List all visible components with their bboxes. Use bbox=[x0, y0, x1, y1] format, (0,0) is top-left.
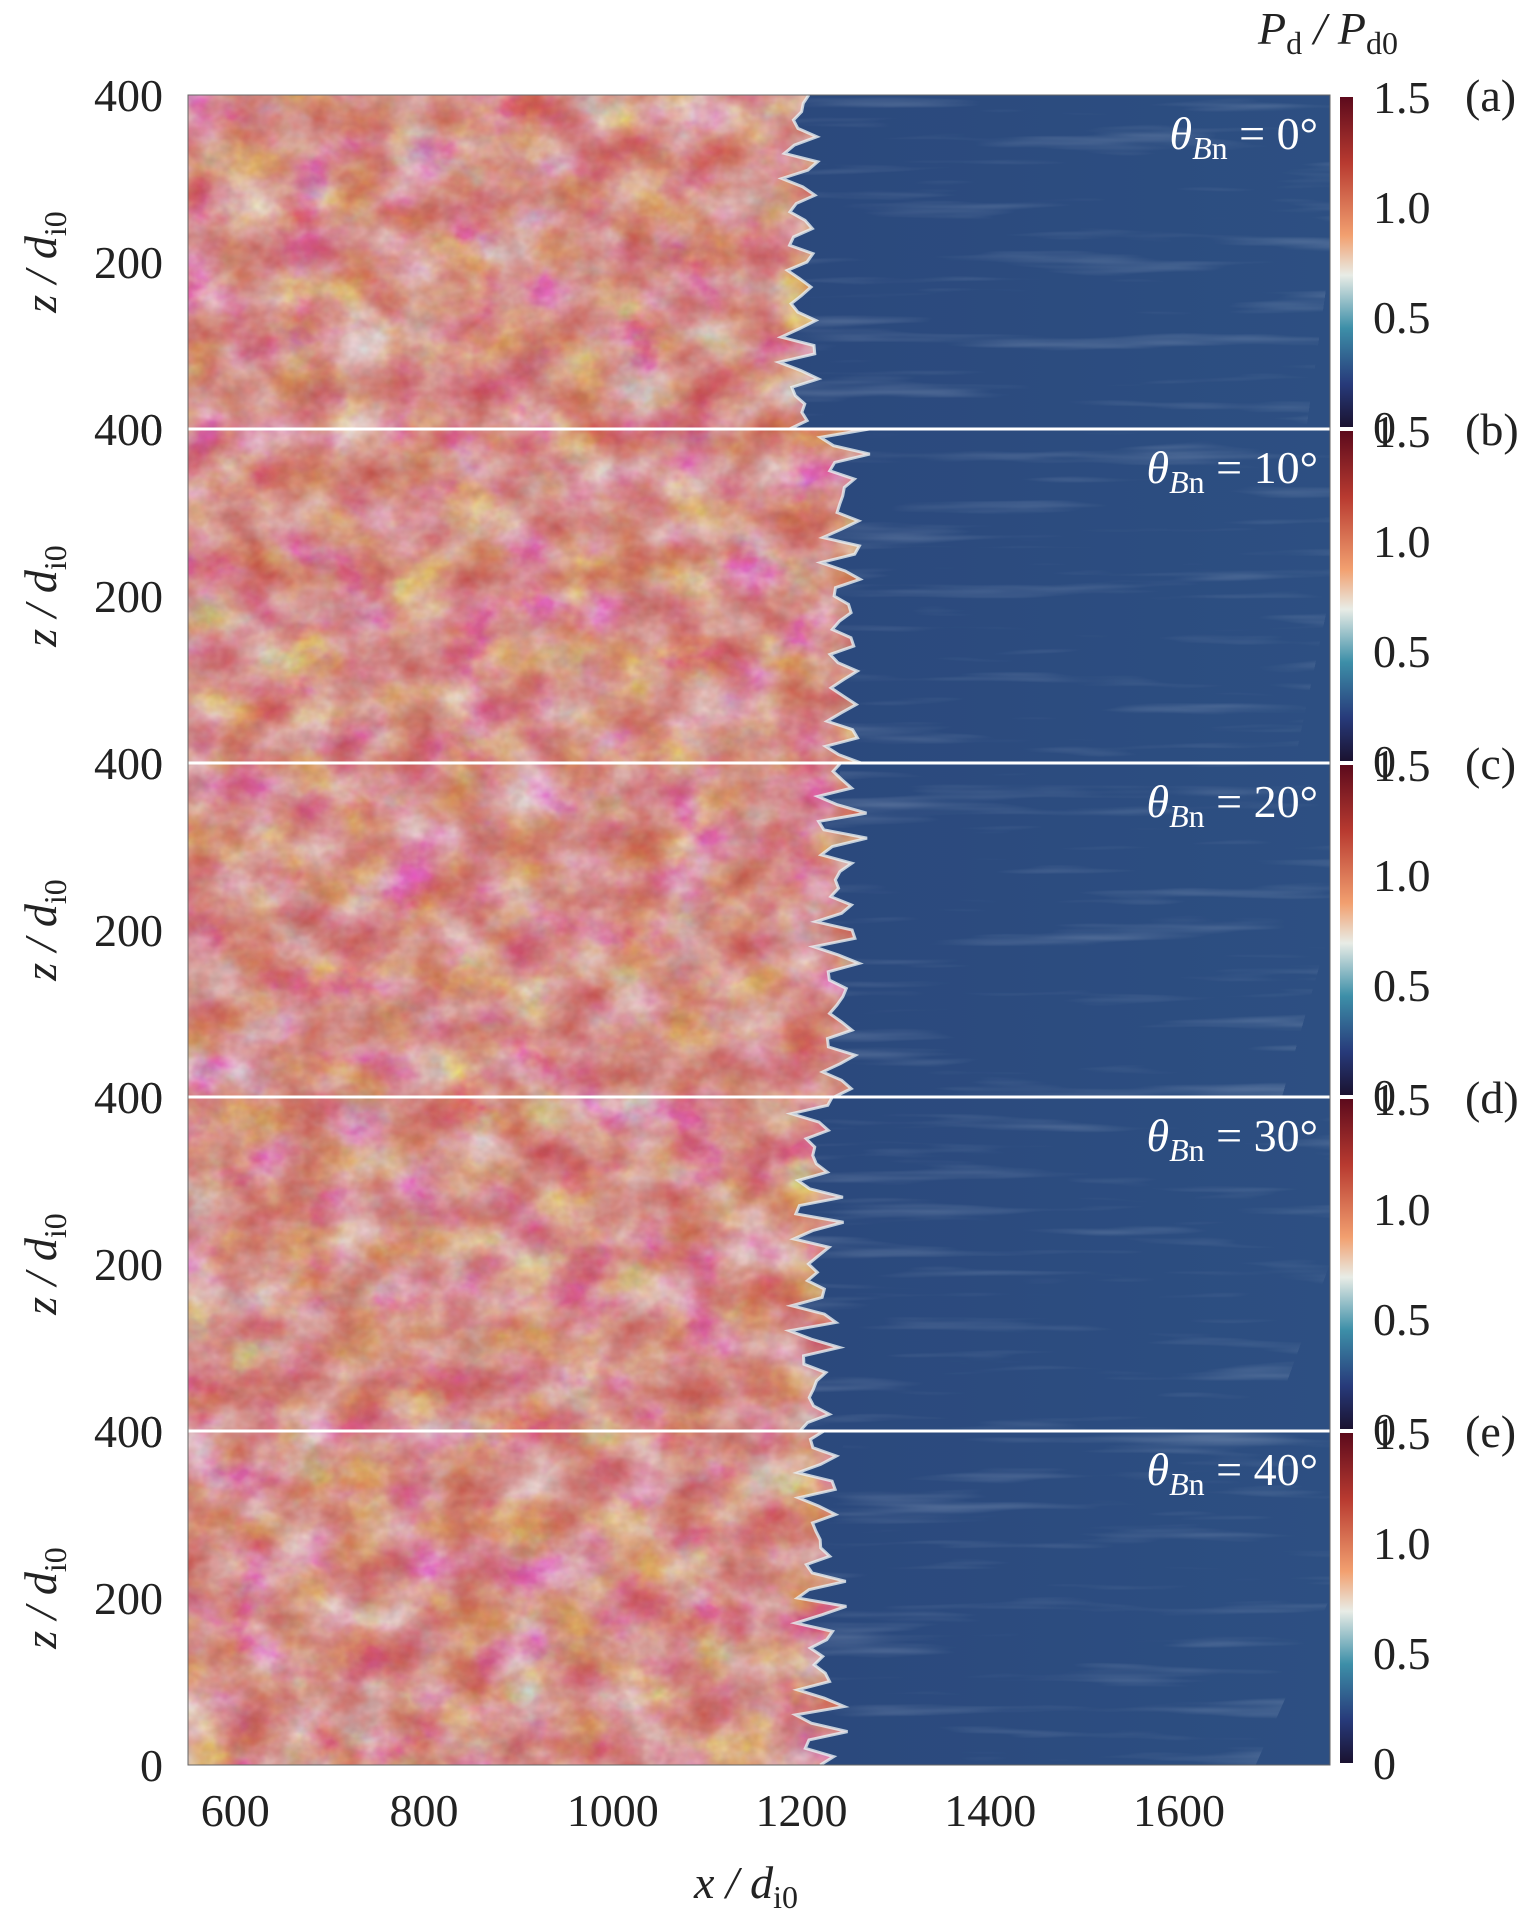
panel-5: θBn = 40° bbox=[188, 1429, 1330, 1765]
plot-frame bbox=[187, 94, 1331, 1766]
panel-1: θBn = 0° bbox=[188, 95, 1330, 431]
colorbar-tick-label: 1.5 bbox=[1373, 740, 1431, 791]
upstream-streaks bbox=[701, 1431, 1330, 1765]
colorbar bbox=[1340, 1433, 1353, 1763]
panel-2: θBn = 10° bbox=[188, 427, 1330, 765]
colorbar bbox=[1340, 765, 1353, 1095]
y-tick-label: 200 bbox=[94, 571, 163, 622]
shock-front bbox=[815, 427, 871, 765]
panel-4: θBn = 30° bbox=[188, 1096, 1330, 1433]
panel-label: (b) bbox=[1465, 404, 1519, 455]
shock-front bbox=[789, 1429, 850, 1765]
theta-annotation: θBn = 40° bbox=[1147, 1444, 1319, 1502]
colorbar-tick-label: 1.0 bbox=[1373, 182, 1431, 233]
x-tick-label: 600 bbox=[201, 1785, 270, 1836]
upstream-streaks bbox=[763, 429, 1330, 763]
colorbar-tick-label: 1.5 bbox=[1373, 1408, 1431, 1459]
y-tick-label: 200 bbox=[94, 1573, 163, 1624]
y-axis-label: z / di0 bbox=[15, 211, 73, 314]
y-tick-label: 0 bbox=[140, 738, 163, 789]
upstream-streaks bbox=[746, 763, 1330, 1097]
x-tick-label: 800 bbox=[389, 1785, 458, 1836]
colorbar-tick-label: 1.0 bbox=[1373, 516, 1431, 567]
colorbar-tick-label: 0 bbox=[1373, 1738, 1396, 1789]
colorbar-tick-label: 1.0 bbox=[1373, 850, 1431, 901]
panel-separators bbox=[188, 427, 1330, 1433]
x-axis-label: x / di0 bbox=[693, 1857, 798, 1915]
x-tick-label: 1400 bbox=[944, 1785, 1036, 1836]
colorbar-tick-label: 0 bbox=[1373, 402, 1396, 453]
colorbar-tick-label: 0.5 bbox=[1373, 1628, 1431, 1679]
colorbar-tick-label: 0.5 bbox=[1373, 1294, 1431, 1345]
y-axis-label: z / di0 bbox=[15, 879, 73, 982]
colorbar-tick-label: 0 bbox=[1373, 736, 1396, 787]
colorbar-tick-label: 1.5 bbox=[1373, 406, 1431, 457]
panel-3: θBn = 20° bbox=[188, 761, 1330, 1099]
y-tick-label: 400 bbox=[94, 1072, 163, 1123]
y-tick-label: 200 bbox=[94, 1239, 163, 1290]
downstream-region bbox=[188, 1431, 848, 1765]
shock-front bbox=[773, 95, 823, 431]
colorbar-tick-label: 0 bbox=[1373, 1070, 1396, 1121]
x-tick-labels: 600 800 1000 1200 1400 1600 bbox=[201, 1785, 1225, 1836]
panels: θBn = 0° θBn = 10° θBn = 20° θBn = 30° θBn =… bbox=[188, 95, 1330, 1765]
y-tick-label: 0 bbox=[140, 1740, 163, 1791]
panel-label: (a) bbox=[1465, 70, 1516, 121]
colorbar-tick-label: 0.5 bbox=[1373, 626, 1431, 677]
theta-annotation: θBn = 20° bbox=[1147, 776, 1319, 834]
colorbar-tick-label: 1.0 bbox=[1373, 1518, 1431, 1569]
upstream-streaks bbox=[710, 1097, 1330, 1431]
colorbar-title: Pd / Pd0 bbox=[1257, 3, 1398, 61]
colorbar-tick-label: 0 bbox=[1373, 1404, 1396, 1455]
y-axis-label: z / di0 bbox=[15, 545, 73, 648]
y-tick-label: 400 bbox=[94, 1406, 163, 1457]
theta-annotation: θBn = 30° bbox=[1147, 1110, 1319, 1168]
y-tick-label: 0 bbox=[140, 1406, 163, 1457]
y-tick-label: 400 bbox=[94, 70, 163, 121]
shock-front bbox=[783, 1096, 846, 1433]
y-tick-label: 400 bbox=[94, 738, 163, 789]
y-tick-label: 200 bbox=[94, 237, 163, 288]
panel-label: (e) bbox=[1465, 1406, 1516, 1457]
colorbar-tick-label: 0.5 bbox=[1373, 292, 1431, 343]
colorbar-tick-label: 1.0 bbox=[1373, 1184, 1431, 1235]
y-tick-label: 0 bbox=[140, 404, 163, 455]
x-tick-label: 1600 bbox=[1133, 1785, 1225, 1836]
colorbar bbox=[1340, 1099, 1353, 1429]
x-tick-label: 1200 bbox=[755, 1785, 847, 1836]
theta-annotation: θBn = 0° bbox=[1170, 108, 1319, 166]
downstream-region bbox=[188, 95, 819, 429]
y-axis-label: z / di0 bbox=[15, 1213, 73, 1316]
theta-annotation: θBn = 10° bbox=[1147, 442, 1319, 500]
upstream-streaks bbox=[733, 95, 1330, 429]
downstream-region bbox=[188, 1097, 844, 1431]
downstream-region bbox=[188, 429, 870, 763]
y-tick-label: 400 bbox=[94, 404, 163, 455]
colorbar bbox=[1340, 431, 1353, 761]
y-axis-labels: z / di0 z / di0 z / di0 z / di0 z / di0 bbox=[15, 211, 73, 1650]
colorbar-tick-label: 0.5 bbox=[1373, 960, 1431, 1011]
panel-label: (d) bbox=[1465, 1072, 1519, 1123]
y-axis-label: z / di0 bbox=[15, 1547, 73, 1650]
y-tick-label: 200 bbox=[94, 905, 163, 956]
colorbars: 1.5 1.0 0.5 0 (a) 1.5 1.0 0.5 0 (b) 1.5 1.0 0.5 0 (c) 1… bbox=[1340, 70, 1519, 1789]
colorbar bbox=[1340, 97, 1353, 427]
colorbar-tick-label: 1.5 bbox=[1373, 1074, 1431, 1125]
downstream-region bbox=[188, 763, 868, 1097]
panel-label: (c) bbox=[1465, 738, 1516, 789]
shock-front bbox=[807, 761, 868, 1099]
x-tick-label: 1000 bbox=[567, 1785, 659, 1836]
colorbar-tick-label: 1.5 bbox=[1373, 72, 1431, 123]
y-tick-label: 0 bbox=[140, 1072, 163, 1123]
